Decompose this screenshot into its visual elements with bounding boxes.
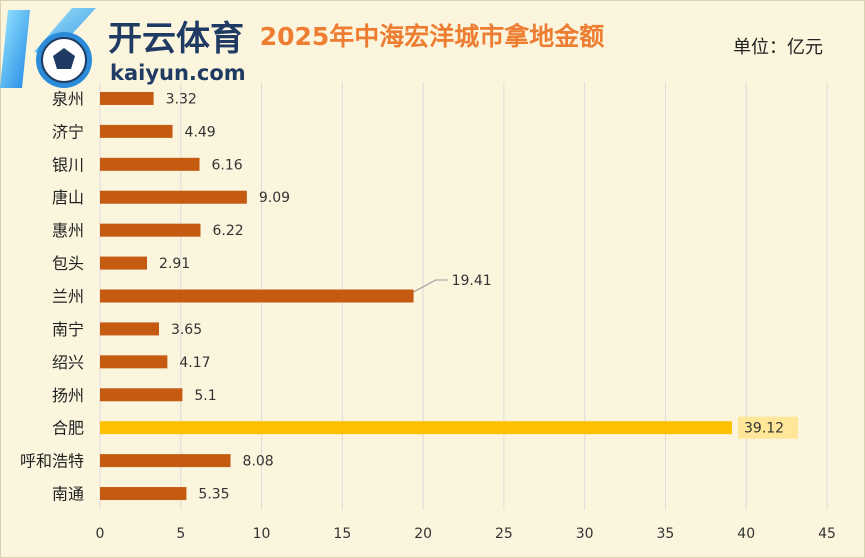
category-label: 银川	[52, 155, 84, 174]
value-label: 5.35	[198, 487, 229, 503]
x-tick-label: 10	[253, 526, 271, 542]
bar	[100, 421, 733, 435]
value-label: 4.49	[185, 124, 216, 140]
value-label: 6.22	[212, 223, 243, 239]
x-tick-label: 20	[414, 526, 432, 542]
value-label-highlight-bg	[738, 416, 799, 439]
bar	[100, 355, 168, 369]
x-tick-label: 5	[176, 526, 185, 542]
bar	[100, 223, 201, 237]
bar	[100, 289, 414, 303]
value-label: 39.12	[744, 421, 784, 437]
x-tick-label: 35	[657, 526, 675, 542]
category-label: 兰州	[52, 287, 84, 306]
x-tick-label: 0	[96, 526, 105, 542]
category-label: 惠州	[52, 221, 84, 240]
value-label: 2.91	[159, 256, 190, 272]
kaiyun-k-icon	[0, 8, 96, 88]
x-tick-label: 40	[737, 526, 755, 542]
category-label: 扬州	[52, 386, 84, 405]
value-label: 8.08	[243, 454, 274, 470]
category-label: 绍兴	[52, 353, 84, 372]
bar	[100, 157, 200, 171]
value-label-leader	[413, 279, 448, 293]
bar	[100, 124, 173, 138]
category-label: 泉州	[52, 89, 84, 108]
watermark-brand-text: 开云体育	[108, 19, 244, 59]
category-label: 合肥	[52, 419, 84, 438]
category-label: 呼和浩特	[20, 452, 84, 471]
bar	[100, 190, 247, 204]
value-label: 9.09	[259, 190, 290, 206]
bar	[100, 454, 231, 468]
value-label: 5.1	[194, 388, 216, 404]
category-label: 南通	[52, 485, 84, 504]
value-label: 3.65	[171, 322, 202, 338]
bar	[100, 487, 187, 501]
watermark-url-text: kaiyun.com	[110, 61, 246, 85]
unit-label: 单位：亿元	[733, 37, 823, 58]
x-tick-label: 45	[818, 526, 836, 542]
value-label: 19.41	[452, 273, 492, 289]
category-label: 唐山	[52, 188, 84, 207]
x-tick-label: 15	[333, 526, 351, 542]
x-tick-label: 30	[576, 526, 594, 542]
chart-title: 2025年中海宏洋城市拿地金额	[260, 22, 605, 51]
category-label: 南宁	[52, 320, 84, 339]
bar	[100, 256, 148, 270]
category-label: 包头	[52, 254, 84, 273]
value-label: 4.17	[179, 355, 210, 371]
bar	[100, 322, 159, 336]
category-label: 济宁	[52, 122, 84, 141]
value-label: 6.16	[212, 157, 243, 173]
x-tick-label: 25	[495, 526, 513, 542]
kaiyun-logo-watermark: 开云体育 kaiyun.com	[0, 8, 246, 88]
bar	[100, 388, 183, 402]
value-label: 3.32	[166, 91, 197, 107]
bar	[100, 91, 154, 105]
